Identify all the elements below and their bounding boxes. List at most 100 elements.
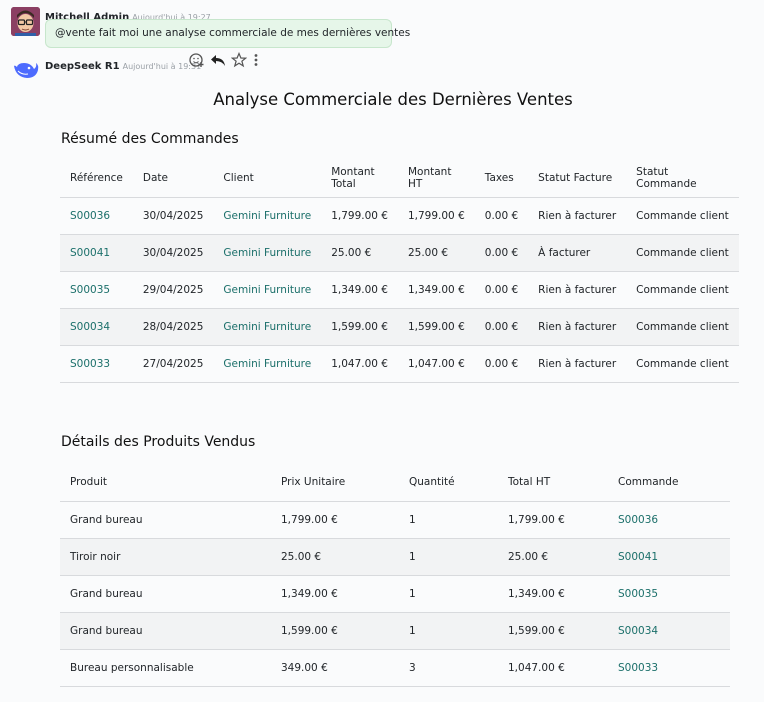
order-date: 27/04/2025 bbox=[132, 345, 214, 383]
col-unit-price: Prix Unitaire bbox=[271, 464, 399, 502]
invoice-status: Rien à facturer bbox=[528, 197, 627, 235]
total-ht: 1,599.00 € bbox=[498, 612, 608, 650]
invoice-status: Rien à facturer bbox=[528, 308, 627, 346]
total-ht: 25.00 € bbox=[498, 538, 608, 576]
table-row: Grand bureau 1,599.00 € 1 1,599.00 € S00… bbox=[60, 612, 730, 650]
unit-price: 1,599.00 € bbox=[271, 612, 399, 650]
order-ref-link[interactable]: S00033 bbox=[60, 345, 133, 383]
reply-icon[interactable] bbox=[210, 52, 226, 68]
product-name: Tiroir noir bbox=[60, 538, 271, 576]
unit-price: 25.00 € bbox=[271, 538, 399, 576]
order-total: 25.00 € bbox=[321, 234, 398, 272]
order-ref-link[interactable]: S00034 bbox=[608, 612, 730, 650]
table-row: Grand bureau 1,799.00 € 1 1,799.00 € S00… bbox=[60, 501, 730, 539]
product-name: Grand bureau bbox=[60, 501, 271, 539]
quantity: 1 bbox=[399, 501, 498, 539]
order-ref-link[interactable]: S00041 bbox=[60, 234, 133, 272]
client-link[interactable]: Gemini Furniture bbox=[213, 271, 322, 309]
quantity: 1 bbox=[399, 575, 498, 613]
quantity: 1 bbox=[399, 612, 498, 650]
table-row: S00036 30/04/2025 Gemini Furniture 1,799… bbox=[60, 197, 739, 235]
order-ht: 1,349.00 € bbox=[397, 271, 475, 309]
client-link[interactable]: Gemini Furniture bbox=[213, 345, 322, 383]
client-link[interactable]: Gemini Furniture bbox=[213, 197, 322, 235]
order-date: 29/04/2025 bbox=[132, 271, 214, 309]
order-date: 28/04/2025 bbox=[132, 308, 214, 346]
order-ref-link[interactable]: S00036 bbox=[60, 197, 133, 235]
total-ht: 1,047.00 € bbox=[498, 649, 608, 687]
order-date: 30/04/2025 bbox=[132, 197, 214, 235]
order-taxes: 0.00 € bbox=[474, 271, 529, 309]
message-time: Aujourd'hui à 19:27 bbox=[132, 13, 211, 22]
avatar[interactable] bbox=[11, 7, 40, 36]
client-link[interactable]: Gemini Furniture bbox=[213, 234, 322, 272]
order-taxes: 0.00 € bbox=[474, 197, 529, 235]
add-reaction-icon[interactable] bbox=[189, 52, 205, 68]
orders-heading: Résumé des Commandes bbox=[61, 131, 239, 147]
col-taxes: Taxes bbox=[474, 160, 529, 198]
more-vertical-icon[interactable] bbox=[252, 52, 260, 68]
quantity: 1 bbox=[399, 538, 498, 576]
table-header-row: Produit Prix Unitaire Quantité Total HT … bbox=[60, 464, 730, 502]
col-order: Commande bbox=[608, 464, 730, 502]
report-title: Analyse Commerciale des Dernières Ventes bbox=[213, 90, 573, 109]
products-table: Produit Prix Unitaire Quantité Total HT … bbox=[60, 464, 730, 687]
invoice-status: À facturer bbox=[528, 234, 627, 272]
order-status: Commande client bbox=[626, 197, 739, 235]
order-status: Commande client bbox=[626, 234, 739, 272]
table-row: S00041 30/04/2025 Gemini Furniture 25.00… bbox=[60, 234, 739, 272]
table-header-row: Référence Date Client Montant Total Mont… bbox=[60, 160, 739, 198]
order-ht: 1,599.00 € bbox=[397, 308, 475, 346]
order-taxes: 0.00 € bbox=[474, 308, 529, 346]
col-order-status: Statut Commande bbox=[626, 160, 739, 198]
message-author[interactable]: DeepSeek R1 bbox=[45, 61, 120, 72]
col-invoice-status: Statut Facture bbox=[528, 160, 627, 198]
table-row: Tiroir noir 25.00 € 1 25.00 € S00041 bbox=[60, 538, 730, 576]
unit-price: 1,799.00 € bbox=[271, 501, 399, 539]
total-ht: 1,799.00 € bbox=[498, 501, 608, 539]
products-heading: Détails des Produits Vendus bbox=[61, 434, 256, 450]
col-total-ht: Total HT bbox=[498, 464, 608, 502]
table-row: S00033 27/04/2025 Gemini Furniture 1,047… bbox=[60, 345, 739, 383]
quantity: 3 bbox=[399, 649, 498, 687]
col-reference: Référence bbox=[60, 160, 133, 198]
table-row: S00034 28/04/2025 Gemini Furniture 1,599… bbox=[60, 308, 739, 346]
col-quantity: Quantité bbox=[399, 464, 498, 502]
order-ht: 25.00 € bbox=[397, 234, 475, 272]
col-client: Client bbox=[213, 160, 322, 198]
report: Analyse Commerciale des Dernières Ventes… bbox=[60, 90, 739, 687]
table-row: S00035 29/04/2025 Gemini Furniture 1,349… bbox=[60, 271, 739, 309]
message-author[interactable]: Mitchell Admin bbox=[45, 12, 130, 23]
product-name: Grand bureau bbox=[60, 612, 271, 650]
star-icon[interactable] bbox=[230, 51, 248, 68]
total-ht: 1,349.00 € bbox=[498, 575, 608, 613]
product-name: Bureau personnalisable bbox=[60, 649, 271, 687]
order-ref-link[interactable]: S00035 bbox=[60, 271, 133, 309]
deepseek-logo-icon[interactable] bbox=[12, 57, 40, 81]
col-product: Produit bbox=[60, 464, 271, 502]
order-total: 1,599.00 € bbox=[321, 308, 398, 346]
order-total: 1,349.00 € bbox=[321, 271, 398, 309]
order-status: Commande client bbox=[626, 345, 739, 383]
order-ht: 1,047.00 € bbox=[397, 345, 475, 383]
order-ref-link[interactable]: S00035 bbox=[608, 575, 730, 613]
order-status: Commande client bbox=[626, 308, 739, 346]
order-ref-link[interactable]: S00041 bbox=[608, 538, 730, 576]
order-taxes: 0.00 € bbox=[474, 234, 529, 272]
unit-price: 1,349.00 € bbox=[271, 575, 399, 613]
table-row: Grand bureau 1,349.00 € 1 1,349.00 € S00… bbox=[60, 575, 730, 613]
order-status: Commande client bbox=[626, 271, 739, 309]
order-ref-link[interactable]: S00036 bbox=[608, 501, 730, 539]
order-ref-link[interactable]: S00033 bbox=[608, 649, 730, 687]
order-total: 1,047.00 € bbox=[321, 345, 398, 383]
table-row: Bureau personnalisable 349.00 € 3 1,047.… bbox=[60, 649, 730, 687]
order-ref-link[interactable]: S00034 bbox=[60, 308, 133, 346]
product-name: Grand bureau bbox=[60, 575, 271, 613]
order-date: 30/04/2025 bbox=[132, 234, 214, 272]
message-text: @vente fait moi une analyse commerciale … bbox=[55, 27, 411, 39]
invoice-status: Rien à facturer bbox=[528, 271, 627, 309]
client-link[interactable]: Gemini Furniture bbox=[213, 308, 322, 346]
unit-price: 349.00 € bbox=[271, 649, 399, 687]
order-ht: 1,799.00 € bbox=[397, 197, 475, 235]
orders-table: Référence Date Client Montant Total Mont… bbox=[60, 160, 739, 383]
